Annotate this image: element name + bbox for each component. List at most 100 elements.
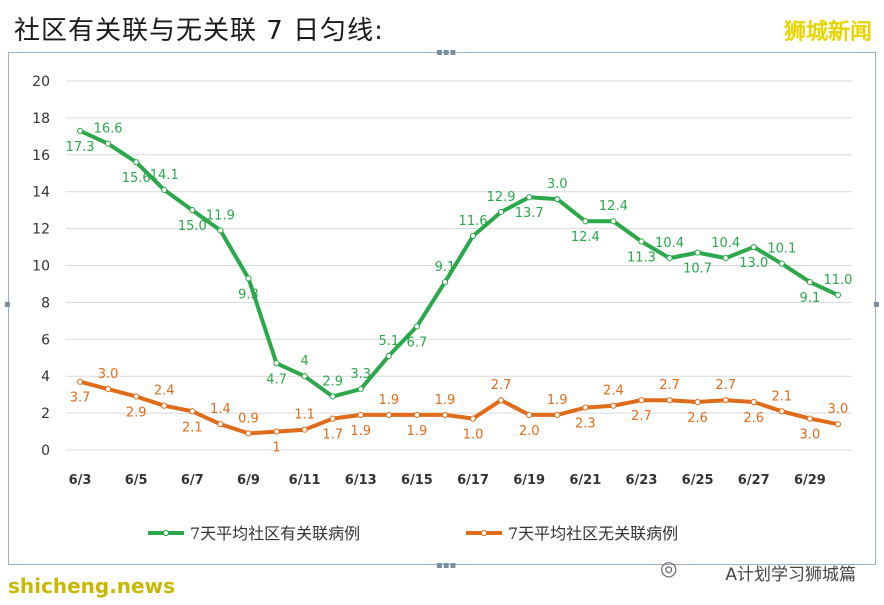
data-label: 1.9 bbox=[547, 393, 568, 408]
data-point bbox=[329, 415, 336, 422]
data-label: 4 bbox=[300, 354, 308, 369]
data-label: 2.7 bbox=[715, 378, 736, 393]
chart-frame bbox=[8, 52, 876, 565]
data-point bbox=[498, 397, 505, 404]
data-label: 2.1 bbox=[771, 389, 792, 404]
data-label: 10.7 bbox=[683, 262, 712, 277]
data-point bbox=[413, 323, 420, 330]
x-tick-label: 6/5 bbox=[125, 473, 148, 488]
resize-handle-bottom[interactable]: ▪▪▪ bbox=[436, 560, 457, 571]
data-label: 9.1 bbox=[800, 291, 821, 306]
data-label: 3.0 bbox=[98, 367, 119, 382]
data-point bbox=[161, 186, 168, 193]
data-label: 13.0 bbox=[739, 256, 768, 271]
data-label: 2.7 bbox=[491, 378, 512, 393]
x-tick-label: 6/17 bbox=[457, 473, 489, 488]
y-tick-label: 16 bbox=[32, 148, 50, 164]
data-label: 13.7 bbox=[515, 206, 544, 221]
data-label: 3.3 bbox=[350, 367, 371, 382]
legend-label: 7天平均社区无关联病例 bbox=[508, 524, 678, 543]
data-point bbox=[385, 411, 392, 419]
data-label: 15.6 bbox=[122, 171, 151, 186]
x-tick-label: 6/9 bbox=[237, 473, 260, 488]
data-point bbox=[133, 159, 140, 166]
y-tick-label: 8 bbox=[41, 295, 50, 311]
legend-label: 7天平均社区有关联病例 bbox=[190, 524, 360, 543]
y-tick-label: 12 bbox=[32, 222, 50, 238]
resize-handle-right[interactable]: ▪ bbox=[873, 299, 880, 310]
data-label: 2.4 bbox=[154, 384, 175, 399]
data-label: 10.4 bbox=[655, 236, 684, 251]
resize-handle-left[interactable]: ▪ bbox=[4, 299, 11, 310]
series-line bbox=[79, 379, 839, 436]
data-label: 17.3 bbox=[66, 140, 95, 155]
legend-marker bbox=[480, 529, 488, 537]
data-label: 11.0 bbox=[823, 273, 852, 288]
data-point bbox=[76, 127, 84, 134]
data-label: 1.0 bbox=[463, 428, 484, 443]
data-label: 1.7 bbox=[322, 428, 343, 443]
data-point bbox=[610, 402, 617, 409]
data-label: 2.3 bbox=[575, 417, 596, 432]
data-point bbox=[301, 426, 308, 433]
data-point bbox=[329, 393, 336, 400]
data-label: 2.6 bbox=[743, 411, 764, 426]
data-point bbox=[750, 243, 757, 251]
data-point bbox=[133, 393, 140, 400]
data-label: 1.9 bbox=[435, 393, 456, 408]
data-point bbox=[357, 411, 364, 419]
y-tick-label: 18 bbox=[32, 111, 50, 127]
y-tick-label: 14 bbox=[32, 185, 50, 201]
data-point bbox=[217, 421, 224, 428]
data-point bbox=[189, 408, 196, 415]
legend-marker bbox=[162, 529, 170, 537]
data-label: 2.1 bbox=[182, 420, 203, 435]
data-point bbox=[76, 378, 84, 385]
x-tick-label: 6/25 bbox=[682, 473, 714, 488]
data-label: 9.1 bbox=[435, 260, 456, 275]
data-point bbox=[834, 421, 842, 428]
data-label: 12.4 bbox=[599, 199, 628, 214]
y-tick-label: 10 bbox=[32, 259, 50, 275]
wechat-icon: ◎ bbox=[660, 556, 678, 580]
data-label: 2.7 bbox=[659, 378, 680, 393]
data-point bbox=[554, 195, 561, 203]
data-point bbox=[413, 411, 420, 419]
data-point bbox=[806, 415, 813, 422]
watermark: shicheng.news bbox=[8, 574, 175, 598]
y-tick-label: 20 bbox=[32, 74, 50, 90]
x-tick-label: 6/21 bbox=[569, 473, 601, 488]
data-label: 1.9 bbox=[350, 424, 371, 439]
y-tick-label: 0 bbox=[41, 443, 50, 459]
data-point bbox=[526, 411, 533, 419]
data-label: 3.0 bbox=[828, 402, 849, 417]
data-point bbox=[666, 255, 673, 262]
data-point bbox=[301, 373, 308, 380]
data-point bbox=[245, 430, 252, 437]
data-point bbox=[105, 140, 112, 147]
data-label: 15.0 bbox=[178, 219, 207, 234]
data-point bbox=[778, 260, 785, 267]
footer-caption: A计划学习狮城篇 bbox=[725, 565, 856, 585]
x-tick-label: 6/27 bbox=[738, 473, 770, 488]
x-tick-label: 6/15 bbox=[401, 473, 433, 488]
data-point bbox=[582, 218, 589, 225]
resize-handle-top[interactable]: ▪▪▪ bbox=[436, 47, 457, 58]
data-label: 11.9 bbox=[206, 208, 235, 223]
data-point bbox=[610, 218, 617, 225]
x-tick-label: 6/19 bbox=[513, 473, 545, 488]
data-point bbox=[638, 238, 645, 245]
data-label: 3.0 bbox=[800, 428, 821, 443]
data-label: 12.9 bbox=[487, 190, 516, 205]
data-label: 11.3 bbox=[627, 251, 656, 266]
data-point bbox=[526, 194, 533, 201]
data-point bbox=[722, 255, 729, 262]
data-point bbox=[638, 397, 645, 404]
data-point bbox=[357, 386, 364, 393]
series-line bbox=[79, 128, 839, 399]
data-label: 1.1 bbox=[294, 408, 315, 423]
data-label: 2.9 bbox=[126, 405, 147, 420]
data-point bbox=[189, 207, 196, 214]
data-label: 1.9 bbox=[378, 393, 399, 408]
